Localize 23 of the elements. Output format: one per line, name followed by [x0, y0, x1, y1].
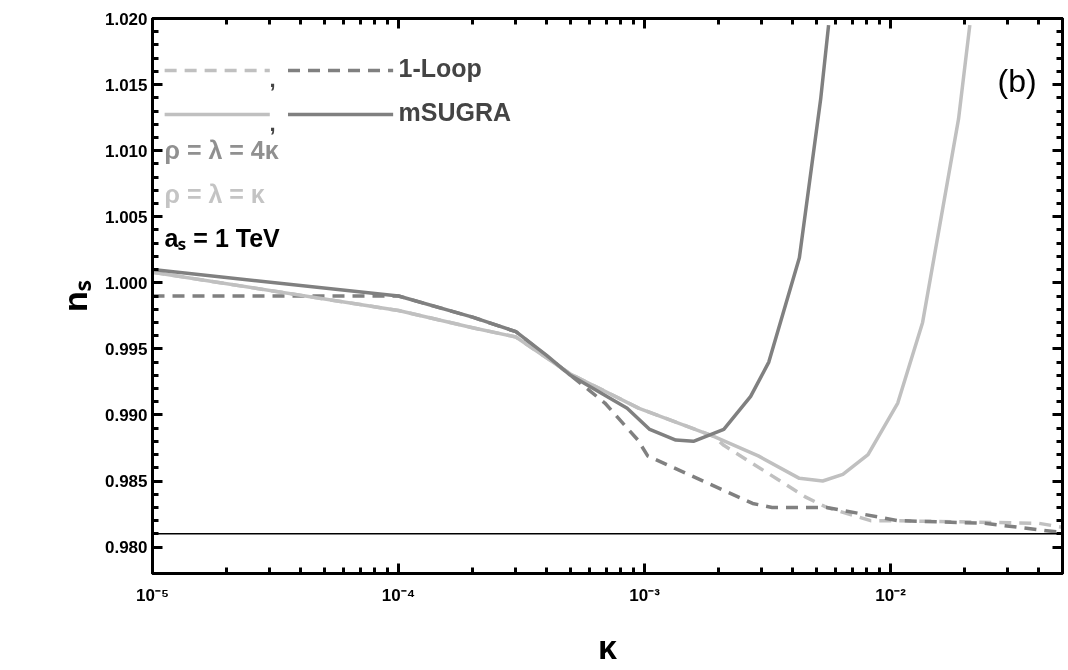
- legend-label: mSUGRA: [398, 97, 512, 126]
- x-tick-label: 10⁻⁴: [381, 585, 416, 605]
- x-axis-title: κ: [598, 627, 618, 666]
- y-tick-label: 0.995: [104, 339, 148, 359]
- annotation: ρ = λ = 4κ: [164, 135, 279, 164]
- y-axis-title: nₛ: [55, 280, 94, 312]
- annotation: ,: [269, 110, 276, 136]
- x-tick-label: 10⁻³: [629, 585, 661, 605]
- y-tick-label: 1.020: [104, 9, 148, 29]
- y-tick-label: 0.980: [104, 538, 148, 558]
- y-tick-label: 0.990: [104, 405, 148, 425]
- legend-label: 1-Loop: [398, 53, 482, 82]
- y-tick-label: 1.010: [104, 141, 148, 161]
- y-tick-label: 1.005: [104, 207, 148, 227]
- annotation: ,: [269, 66, 276, 92]
- x-tick-label: 10⁻⁵: [136, 585, 169, 605]
- y-tick-label: 1.015: [104, 75, 148, 95]
- annotation: aₛ = 1 TeV: [164, 223, 281, 252]
- y-tick-label: 1.000: [104, 273, 148, 293]
- y-tick-label: 0.985: [104, 472, 148, 491]
- x-tick-label: 10⁻²: [875, 585, 907, 605]
- annotation: ρ = λ = κ: [164, 179, 265, 208]
- annotation: (b): [997, 62, 1037, 99]
